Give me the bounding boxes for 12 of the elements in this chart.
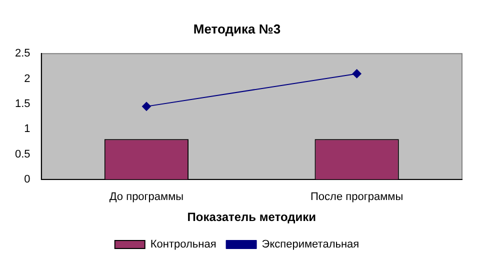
y-tick-label: 2.5: [14, 48, 30, 60]
chart-title: Методика №3: [193, 21, 281, 36]
y-tick-label: 0: [24, 173, 30, 186]
y-tick-label: 2: [24, 72, 30, 85]
x-axis-title: Показатель методики: [187, 210, 316, 224]
legend-label: Экспериметальная: [262, 238, 360, 251]
x-tick-label: До программы: [109, 191, 184, 204]
y-tick-label: 0.5: [14, 148, 30, 160]
legend-label: Контрольная: [150, 238, 216, 251]
x-tick-label: После программы: [310, 191, 404, 204]
y-tick-label: 1.5: [14, 98, 30, 110]
y-tick-label: 1: [24, 123, 30, 136]
